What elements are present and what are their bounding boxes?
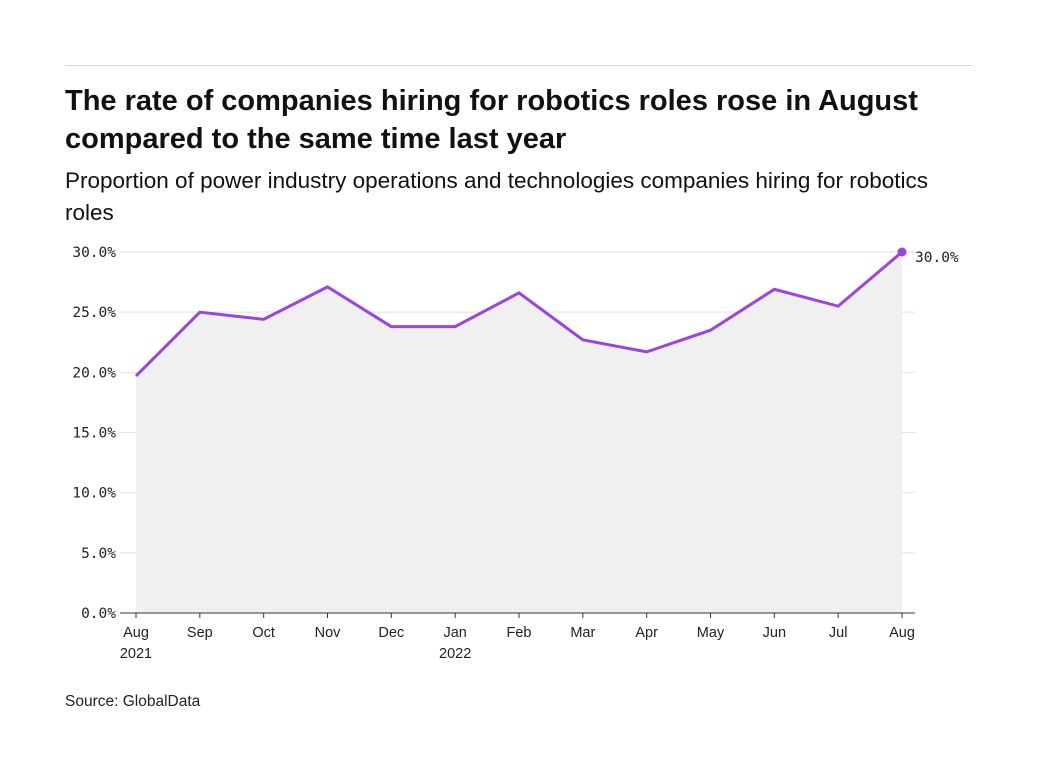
y-tick-label: 30.0% bbox=[72, 245, 116, 261]
y-tick-label: 5.0% bbox=[81, 546, 116, 562]
x-tick-label: Jun bbox=[763, 625, 786, 641]
y-tick-label: 0.0% bbox=[81, 606, 116, 622]
series-line bbox=[134, 250, 903, 378]
x-tick-label: Oct bbox=[252, 625, 275, 641]
y-tick-label: 10.0% bbox=[72, 486, 116, 502]
end-data-label: 30.0% bbox=[915, 250, 959, 266]
x-tick-label: Mar bbox=[570, 625, 595, 641]
x-tick-label: Jul bbox=[829, 625, 848, 641]
data-point bbox=[897, 247, 907, 257]
y-tick-label: 15.0% bbox=[72, 426, 116, 442]
x-tick-label: Apr bbox=[635, 625, 658, 641]
x-tick-label: Dec bbox=[378, 625, 404, 641]
top-rule bbox=[65, 65, 973, 66]
chart-title: The rate of companies hiring for robotic… bbox=[65, 85, 918, 155]
chart-subtitle: Proportion of power industry operations … bbox=[65, 168, 928, 225]
x-tick-label: Aug bbox=[123, 625, 149, 641]
x-tick-label: Sep bbox=[187, 625, 213, 641]
x-tick-year: 2022 bbox=[439, 646, 471, 662]
x-tick-label: Jan bbox=[443, 625, 466, 641]
x-tick-label: Feb bbox=[507, 625, 532, 641]
y-tick-label: 20.0% bbox=[72, 365, 116, 381]
area-fill bbox=[136, 252, 902, 613]
x-tick-label: May bbox=[697, 625, 725, 641]
source-note: Source: GlobalData bbox=[65, 693, 201, 710]
x-tick-label: Nov bbox=[315, 625, 342, 641]
x-tick-label: Aug bbox=[889, 625, 915, 641]
y-tick-label: 25.0% bbox=[72, 305, 116, 321]
x-tick-year: 2021 bbox=[120, 646, 152, 662]
